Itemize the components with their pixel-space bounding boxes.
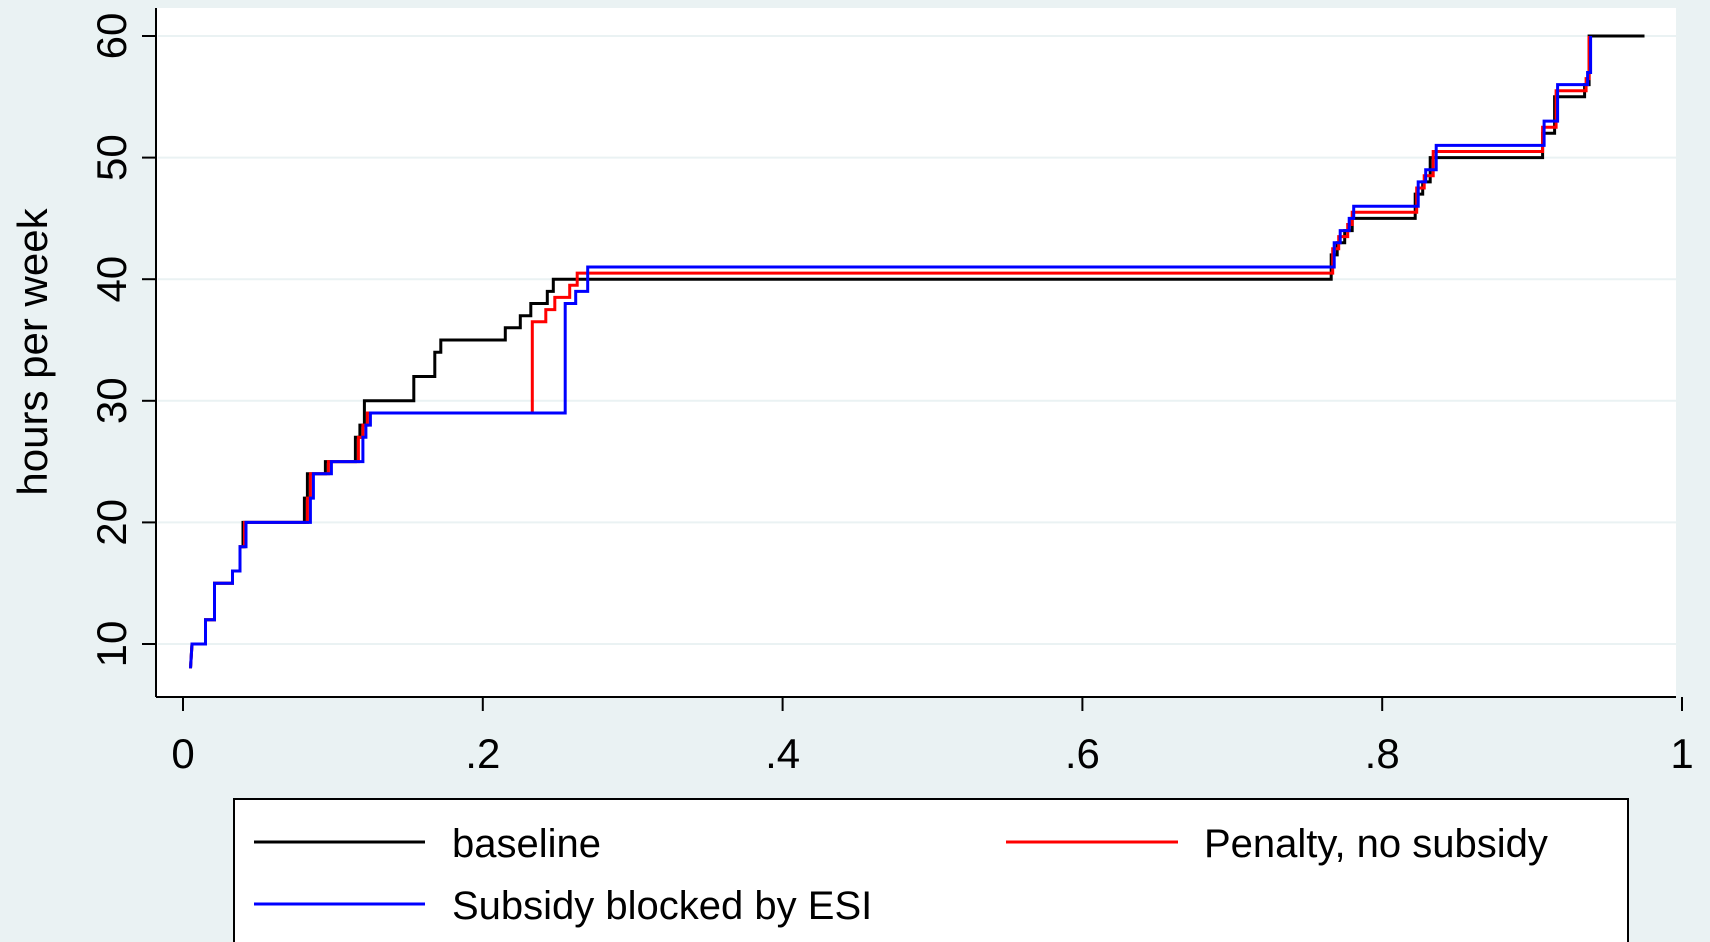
legend: baseline Penalty, no subsidy Subsidy blo… <box>233 798 1629 942</box>
series-line-subsidy-blocked-by-esi <box>189 36 1593 669</box>
y-tick-label: 30 <box>88 377 135 424</box>
x-tick-label: .8 <box>1365 730 1400 777</box>
x-tick-label: 0 <box>171 730 194 777</box>
legend-label-subsidy: Subsidy blocked by ESI <box>452 884 872 928</box>
y-axis-label: hours per week <box>9 207 56 495</box>
y-tick-label: 10 <box>88 621 135 668</box>
ticks-layer: 0 .2 .4 .6 .8 1 10 20 30 40 50 60 <box>88 13 1694 777</box>
y-tick-label: 40 <box>88 256 135 303</box>
legend-label-baseline: baseline <box>452 822 601 866</box>
legend-label-penalty: Penalty, no subsidy <box>1204 822 1548 866</box>
y-tick-label: 50 <box>88 134 135 181</box>
x-tick-label: .2 <box>465 730 500 777</box>
x-tick-label: 1 <box>1670 730 1693 777</box>
y-tick-label: 20 <box>88 499 135 546</box>
legend-box <box>233 798 1629 942</box>
axes-layer <box>155 8 1676 698</box>
plot-area <box>156 8 1676 697</box>
y-tick-label: 60 <box>88 13 135 60</box>
x-tick-label: .6 <box>1065 730 1100 777</box>
series-layer <box>189 34 1645 669</box>
x-tick-label: .4 <box>765 730 800 777</box>
